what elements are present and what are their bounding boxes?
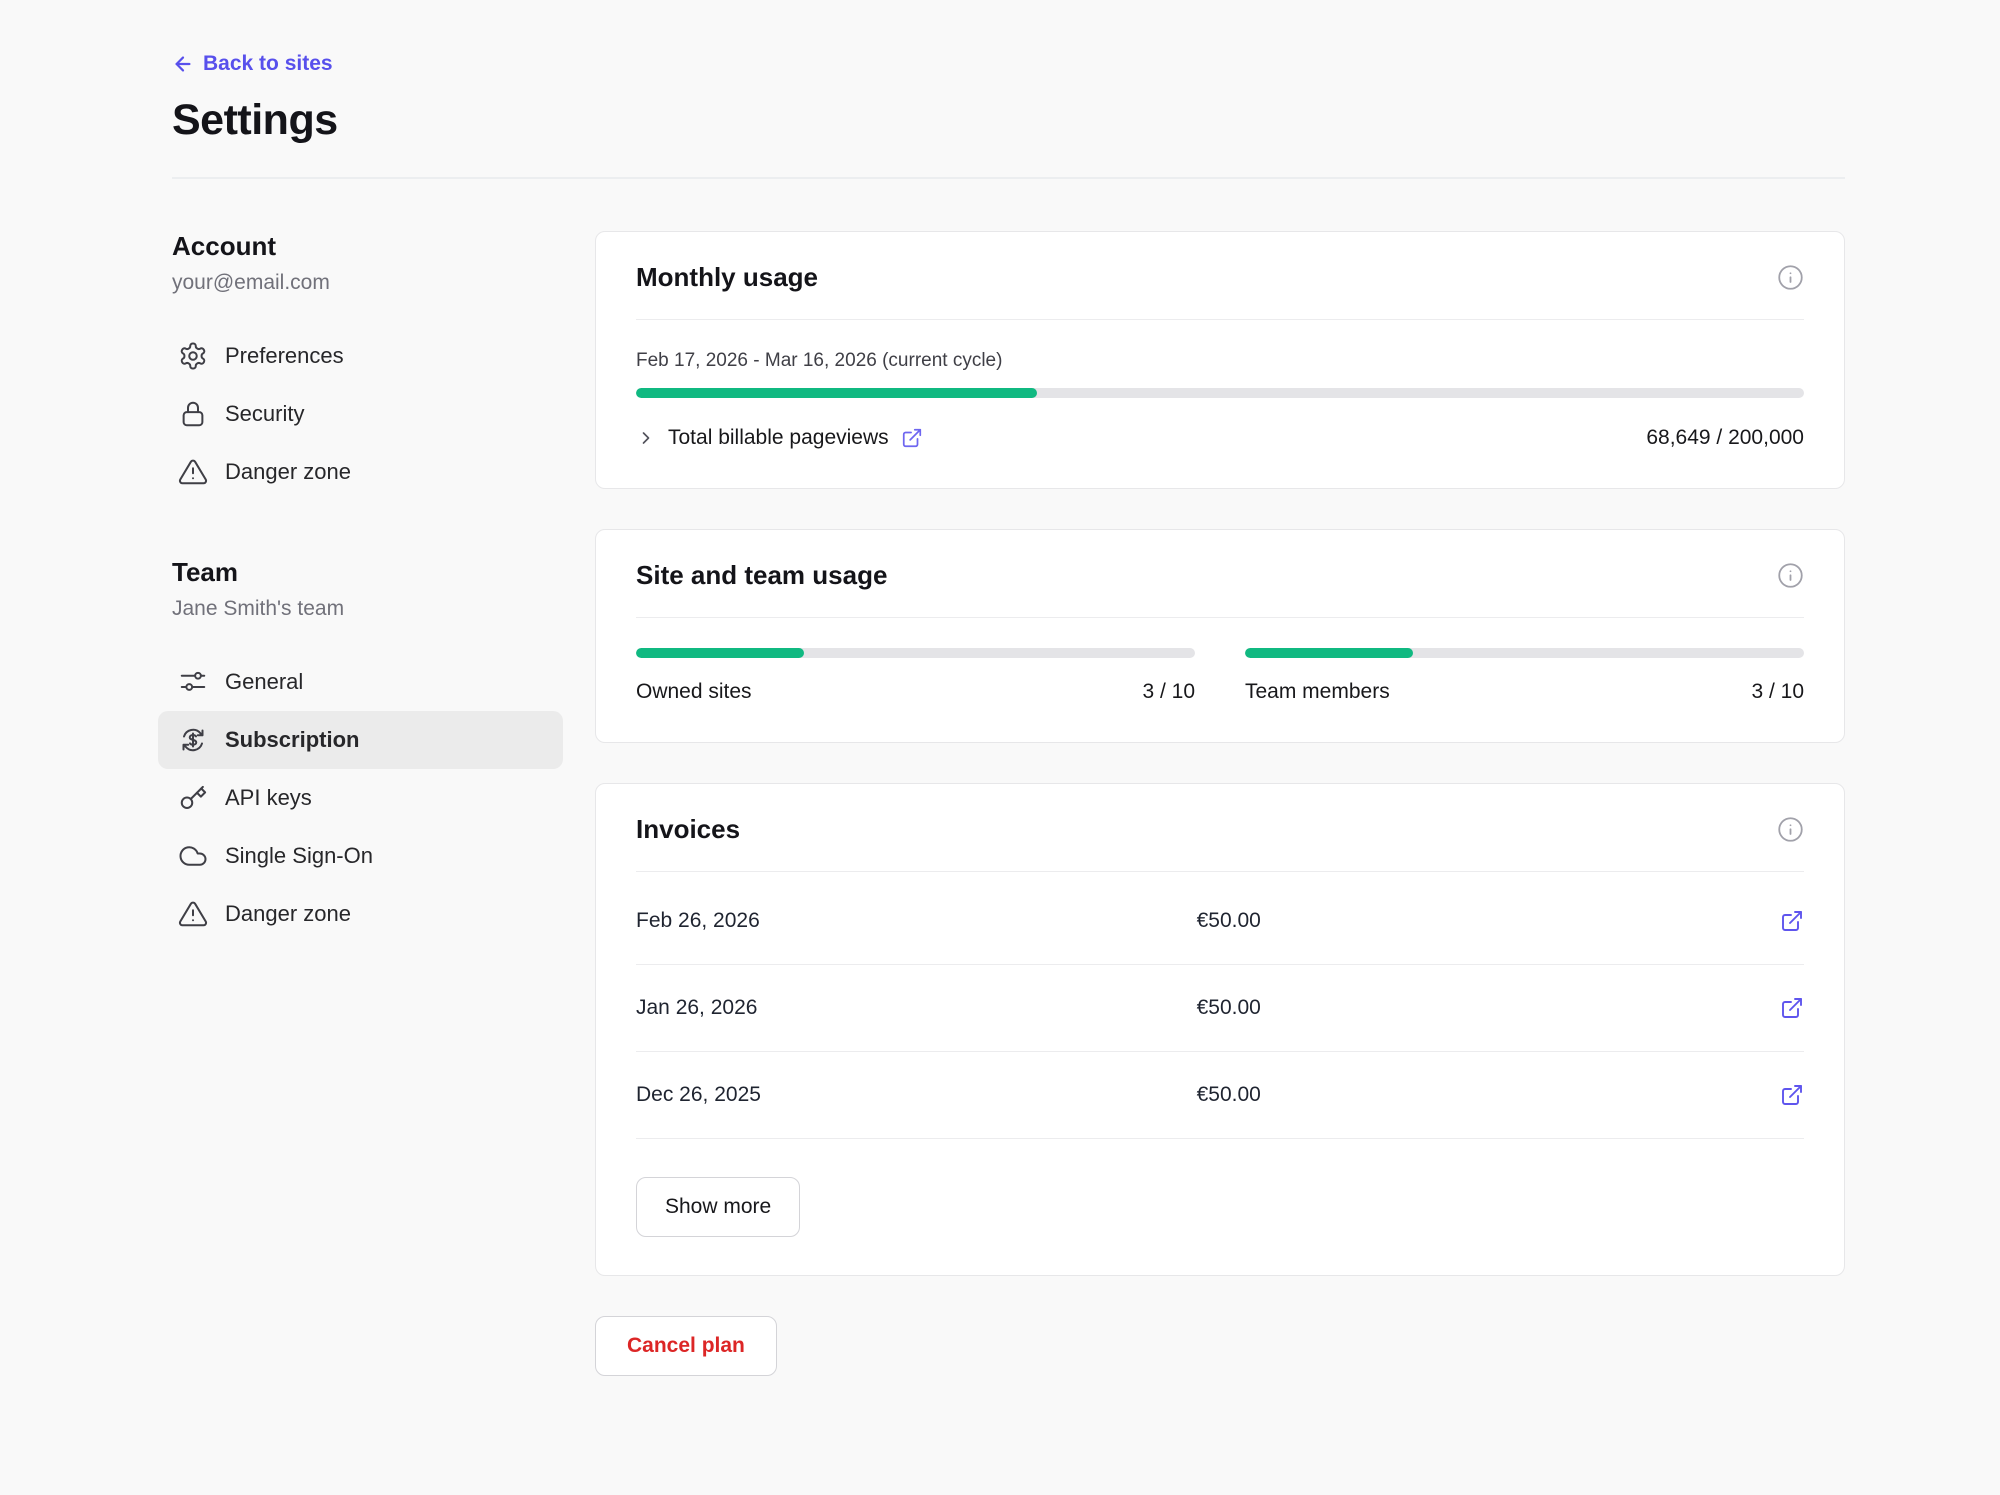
invoice-amount: €50.00 — [1197, 909, 1780, 933]
back-to-sites-link[interactable]: Back to sites — [172, 52, 333, 76]
team-section: Team Jane Smith's team General Subscript… — [172, 557, 595, 943]
cancel-plan-button[interactable]: Cancel plan — [595, 1316, 777, 1376]
settings-sidebar: Account your@email.com Preferences Secur… — [172, 231, 595, 943]
key-icon — [178, 783, 208, 813]
account-section: Account your@email.com Preferences Secur… — [172, 231, 595, 501]
sidebar-item-label: Danger zone — [225, 901, 351, 927]
invoice-row: Feb 26, 2026 €50.00 — [636, 878, 1804, 965]
site-team-usage-header: Site and team usage — [596, 530, 1844, 617]
monthly-usage-card: Monthly usage Feb 17, 2026 - Mar 16, 202… — [595, 231, 1845, 489]
invoices-header: Invoices — [596, 784, 1844, 871]
team-members-meter: Team members 3 / 10 — [1245, 648, 1804, 704]
monthly-usage-body: Feb 17, 2026 - Mar 16, 2026 (current cyc… — [596, 320, 1844, 488]
sidebar-item-single-sign-on[interactable]: Single Sign-On — [158, 827, 563, 885]
account-section-heading: Account — [172, 231, 595, 262]
card-title: Site and team usage — [636, 560, 887, 591]
team-section-heading: Team — [172, 557, 595, 588]
cloud-icon — [178, 841, 208, 871]
invoice-row: Jan 26, 2026 €50.00 — [636, 965, 1804, 1052]
sidebar-item-label: API keys — [225, 785, 312, 811]
team-members-progress-track — [1245, 648, 1804, 658]
invoice-row: Dec 26, 2025 €50.00 — [636, 1052, 1804, 1139]
back-to-sites-label: Back to sites — [203, 52, 333, 76]
sidebar-item-label: Security — [225, 401, 304, 427]
sidebar-item-preferences[interactable]: Preferences — [158, 327, 563, 385]
owned-sites-progress-fill — [636, 648, 804, 658]
account-nav: Preferences Security Danger zone — [158, 327, 563, 501]
external-link-icon[interactable] — [1780, 909, 1804, 933]
sidebar-item-label: Preferences — [225, 343, 344, 369]
gear-icon — [178, 341, 208, 371]
owned-sites-progress-track — [636, 648, 1195, 658]
sidebar-item-label: Single Sign-On — [225, 843, 373, 869]
card-title: Monthly usage — [636, 262, 818, 293]
meter-value: 3 / 10 — [1142, 680, 1195, 704]
invoice-amount: €50.00 — [1197, 996, 1780, 1020]
invoice-date: Jan 26, 2026 — [636, 996, 1197, 1020]
external-link-icon[interactable] — [901, 427, 923, 449]
pageviews-usage-value: 68,649 / 200,000 — [1646, 426, 1804, 450]
meter-label: Team members — [1245, 680, 1390, 704]
sidebar-item-label: Subscription — [225, 727, 359, 753]
metric-label: Total billable pageviews — [668, 426, 889, 450]
external-link-icon[interactable] — [1780, 1083, 1804, 1107]
invoices-body: Feb 26, 2026 €50.00 Jan 26, 2026 €50.00 … — [596, 872, 1844, 1275]
pageviews-progress-track — [636, 388, 1804, 398]
owned-sites-meter: Owned sites 3 / 10 — [636, 648, 1195, 704]
warning-triangle-icon — [178, 899, 208, 929]
team-name: Jane Smith's team — [172, 597, 595, 621]
info-circle-icon[interactable] — [1777, 816, 1804, 843]
info-circle-icon[interactable] — [1777, 264, 1804, 291]
external-link-icon[interactable] — [1780, 996, 1804, 1020]
sliders-icon — [178, 667, 208, 697]
show-more-button[interactable]: Show more — [636, 1177, 800, 1237]
content-area: Account your@email.com Preferences Secur… — [172, 231, 1845, 1436]
account-email: your@email.com — [172, 271, 595, 295]
invoices-card: Invoices Feb 26, 2026 €50.00 Jan 26, 202… — [595, 783, 1845, 1276]
invoice-date: Feb 26, 2026 — [636, 909, 1197, 933]
lock-icon — [178, 399, 208, 429]
chevron-right-icon — [636, 428, 656, 448]
invoice-date: Dec 26, 2025 — [636, 1083, 1197, 1107]
sidebar-item-security[interactable]: Security — [158, 385, 563, 443]
header-divider — [172, 177, 1845, 179]
pageviews-progress-fill — [636, 388, 1037, 398]
card-title: Invoices — [636, 814, 740, 845]
sidebar-item-account-danger-zone[interactable]: Danger zone — [158, 443, 563, 501]
sidebar-item-label: General — [225, 669, 303, 695]
sidebar-item-api-keys[interactable]: API keys — [158, 769, 563, 827]
team-nav: General Subscription API keys Single Sig… — [158, 653, 563, 943]
dollar-refresh-icon — [178, 725, 208, 755]
billing-cycle-label: Feb 17, 2026 - Mar 16, 2026 (current cyc… — [636, 350, 1804, 372]
arrow-left-icon — [172, 53, 194, 75]
pageviews-metric-row: Total billable pageviews 68,649 / 200,00… — [636, 426, 1804, 450]
site-team-usage-body: Owned sites 3 / 10 Team members 3 / 10 — [596, 618, 1844, 742]
invoice-amount: €50.00 — [1197, 1083, 1780, 1107]
meter-label: Owned sites — [636, 680, 752, 704]
warning-triangle-icon — [178, 457, 208, 487]
sidebar-item-subscription[interactable]: Subscription — [158, 711, 563, 769]
info-circle-icon[interactable] — [1777, 562, 1804, 589]
sidebar-item-team-danger-zone[interactable]: Danger zone — [158, 885, 563, 943]
settings-page: Back to sites Settings Account your@emai… — [0, 0, 2000, 1495]
monthly-usage-header: Monthly usage — [596, 232, 1844, 319]
pageviews-expand-toggle[interactable]: Total billable pageviews — [636, 426, 923, 450]
team-members-progress-fill — [1245, 648, 1413, 658]
sidebar-item-label: Danger zone — [225, 459, 351, 485]
page-title: Settings — [172, 96, 1845, 145]
site-team-usage-card: Site and team usage Owned sites 3 / 10 — [595, 529, 1845, 743]
sidebar-item-general[interactable]: General — [158, 653, 563, 711]
main-column: Monthly usage Feb 17, 2026 - Mar 16, 202… — [595, 231, 1845, 1436]
meter-value: 3 / 10 — [1751, 680, 1804, 704]
